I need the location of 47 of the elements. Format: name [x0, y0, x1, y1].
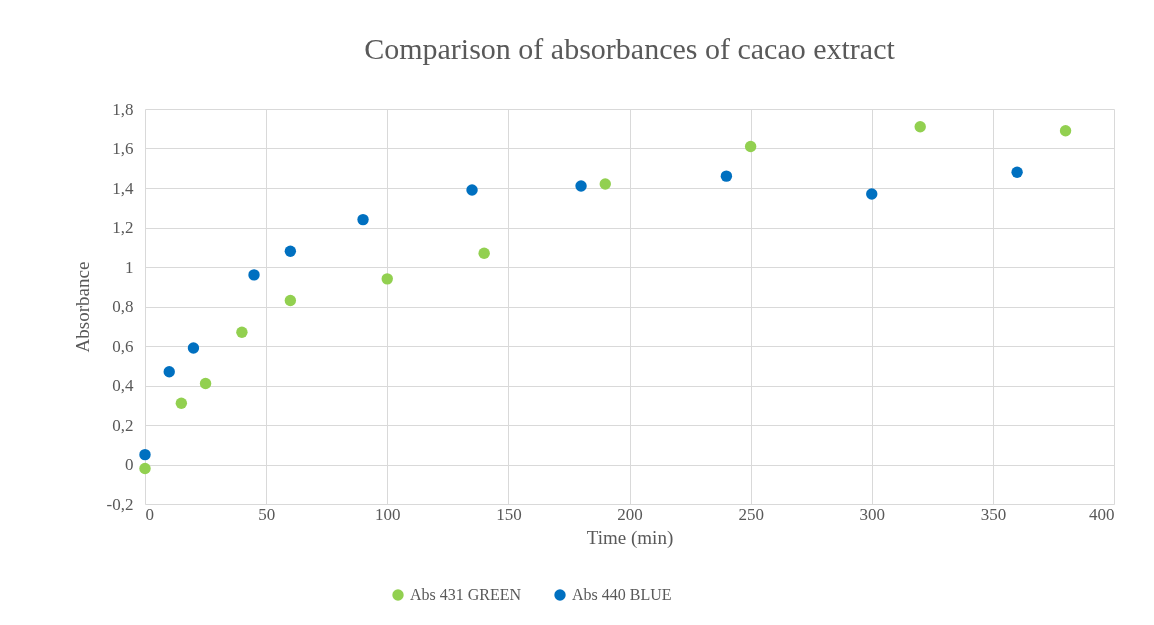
point	[599, 178, 611, 190]
point	[478, 247, 490, 259]
point	[199, 377, 212, 390]
legend-label: Abs 440 BLUE	[572, 586, 672, 603]
x-tick-label: 350	[980, 504, 1007, 524]
y-tick-label: 0	[125, 455, 134, 474]
point	[284, 245, 297, 257]
y-tick-label: 1,8	[112, 99, 134, 119]
x-tick-label: 0	[145, 504, 154, 524]
point	[284, 294, 297, 307]
x-tick-label: 250	[738, 504, 764, 524]
y-tick-label: 1,2	[112, 218, 134, 237]
x-tick-label: 200	[617, 504, 643, 524]
point	[914, 121, 926, 133]
point	[236, 326, 248, 338]
y-tick-label: 0,4	[112, 376, 134, 395]
point	[248, 269, 260, 281]
chart-title: Comparison of absorbances of cacao extract	[364, 32, 896, 65]
y-tick-label: 1	[125, 257, 134, 277]
point	[175, 397, 188, 409]
point	[381, 273, 393, 285]
x-axis-title: Time (min)	[586, 526, 674, 549]
x-tick-label: 150	[496, 504, 522, 524]
point	[575, 180, 587, 192]
x-tick-label: 50	[258, 504, 276, 524]
y-axis-title: Absorbance	[71, 261, 93, 353]
point	[466, 184, 478, 196]
point	[720, 170, 733, 182]
y-tick-label: 0,6	[112, 336, 134, 356]
point	[1059, 125, 1072, 137]
x-tick-label: 300	[859, 504, 885, 524]
legend-label: Abs 431 GREEN	[410, 586, 522, 603]
point	[139, 448, 151, 461]
point	[744, 140, 757, 153]
y-tick-label: 1,4	[112, 178, 134, 198]
x-tick-label: 400	[1089, 504, 1115, 524]
point	[187, 342, 200, 354]
y-tick-label: 0,8	[112, 297, 134, 316]
y-tick-label: 1,6	[112, 139, 134, 158]
point	[866, 188, 878, 200]
point	[139, 462, 151, 475]
point	[163, 365, 175, 378]
y-tick-label: 0,2	[112, 415, 134, 435]
point	[357, 213, 369, 226]
y-tick-label: -0,2	[106, 494, 134, 514]
x-tick-label: 100	[375, 504, 401, 524]
point	[1011, 166, 1023, 178]
